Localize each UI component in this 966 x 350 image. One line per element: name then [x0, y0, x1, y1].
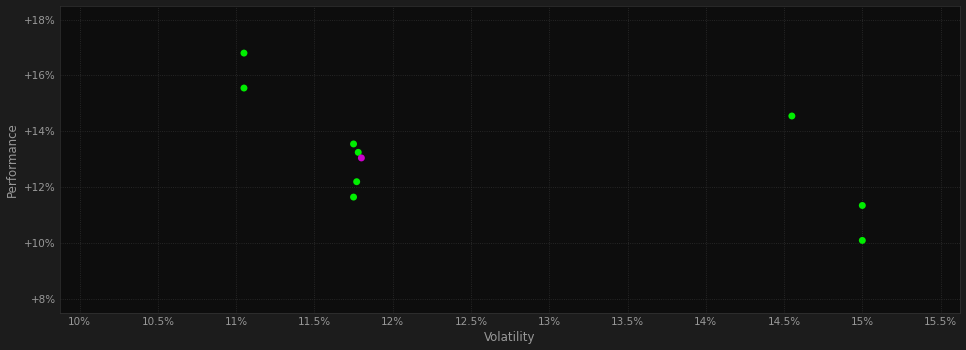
- Point: [855, 203, 870, 208]
- Point: [346, 194, 361, 200]
- Point: [351, 149, 366, 155]
- Point: [349, 179, 364, 184]
- Point: [784, 113, 800, 119]
- Point: [237, 85, 252, 91]
- Point: [237, 50, 252, 56]
- Point: [855, 238, 870, 243]
- X-axis label: Volatility: Volatility: [484, 331, 536, 344]
- Y-axis label: Performance: Performance: [6, 122, 18, 197]
- Point: [346, 141, 361, 147]
- Point: [354, 155, 369, 161]
